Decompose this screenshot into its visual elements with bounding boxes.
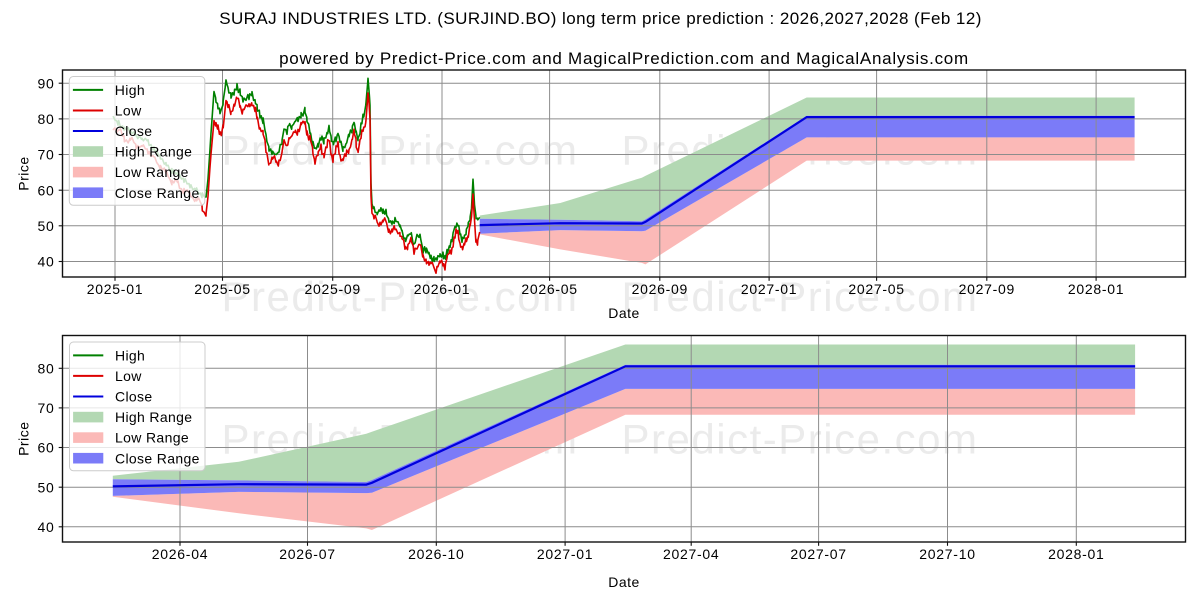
svg-text:Price: Price xyxy=(16,421,32,455)
svg-text:2027-01: 2027-01 xyxy=(741,281,797,297)
svg-text:2026-09: 2026-09 xyxy=(632,281,688,297)
svg-text:2025-01: 2025-01 xyxy=(87,281,143,297)
svg-text:Low: Low xyxy=(115,368,142,384)
svg-text:High Range: High Range xyxy=(115,144,192,160)
svg-text:80: 80 xyxy=(37,111,54,127)
svg-text:70: 70 xyxy=(37,400,54,416)
svg-text:2026-07: 2026-07 xyxy=(279,546,335,562)
svg-text:Close: Close xyxy=(115,389,153,405)
svg-text:High: High xyxy=(115,348,145,364)
svg-text:Low: Low xyxy=(115,103,142,119)
svg-text:90: 90 xyxy=(37,75,54,91)
svg-text:80: 80 xyxy=(37,360,54,376)
svg-text:40: 40 xyxy=(37,254,54,270)
svg-text:Predict-Price.com: Predict-Price.com xyxy=(622,273,979,320)
svg-text:2027-04: 2027-04 xyxy=(663,546,719,562)
svg-text:2026-01: 2026-01 xyxy=(414,281,470,297)
svg-text:50: 50 xyxy=(37,479,54,495)
svg-text:Date: Date xyxy=(608,574,640,590)
svg-text:2027-07: 2027-07 xyxy=(790,546,846,562)
svg-text:Low Range: Low Range xyxy=(115,430,189,446)
svg-text:2026-10: 2026-10 xyxy=(408,546,464,562)
svg-text:Close Range: Close Range xyxy=(115,185,200,201)
svg-text:Predict-Price.com: Predict-Price.com xyxy=(622,416,979,463)
svg-text:2027-10: 2027-10 xyxy=(919,546,975,562)
svg-text:Predict-Price.com: Predict-Price.com xyxy=(222,127,579,174)
svg-text:Price: Price xyxy=(16,156,32,190)
svg-text:40: 40 xyxy=(37,519,54,535)
svg-text:High: High xyxy=(115,82,145,98)
svg-text:70: 70 xyxy=(37,147,54,163)
svg-text:2028-01: 2028-01 xyxy=(1068,281,1124,297)
svg-text:Close: Close xyxy=(115,123,153,139)
svg-text:2027-01: 2027-01 xyxy=(537,546,593,562)
svg-text:Predict-Price.com: Predict-Price.com xyxy=(222,273,579,320)
svg-text:2026-04: 2026-04 xyxy=(152,546,208,562)
svg-text:50: 50 xyxy=(37,218,54,234)
svg-text:Close Range: Close Range xyxy=(115,450,200,466)
svg-text:High Range: High Range xyxy=(115,409,192,425)
svg-text:Date: Date xyxy=(608,305,640,321)
svg-text:2025-05: 2025-05 xyxy=(194,281,250,297)
svg-text:60: 60 xyxy=(37,440,54,456)
svg-text:2027-05: 2027-05 xyxy=(848,281,904,297)
svg-text:60: 60 xyxy=(37,182,54,198)
svg-text:2027-09: 2027-09 xyxy=(959,281,1015,297)
svg-text:SURAJ INDUSTRIES LTD. (SURJIND: SURAJ INDUSTRIES LTD. (SURJIND.BO) long … xyxy=(219,9,982,28)
svg-text:2028-01: 2028-01 xyxy=(1048,546,1104,562)
svg-text:powered by Predict-Price.com a: powered by Predict-Price.com and Magical… xyxy=(279,49,969,68)
svg-text:Low Range: Low Range xyxy=(115,164,189,180)
svg-text:2026-05: 2026-05 xyxy=(521,281,577,297)
svg-text:2025-09: 2025-09 xyxy=(304,281,360,297)
